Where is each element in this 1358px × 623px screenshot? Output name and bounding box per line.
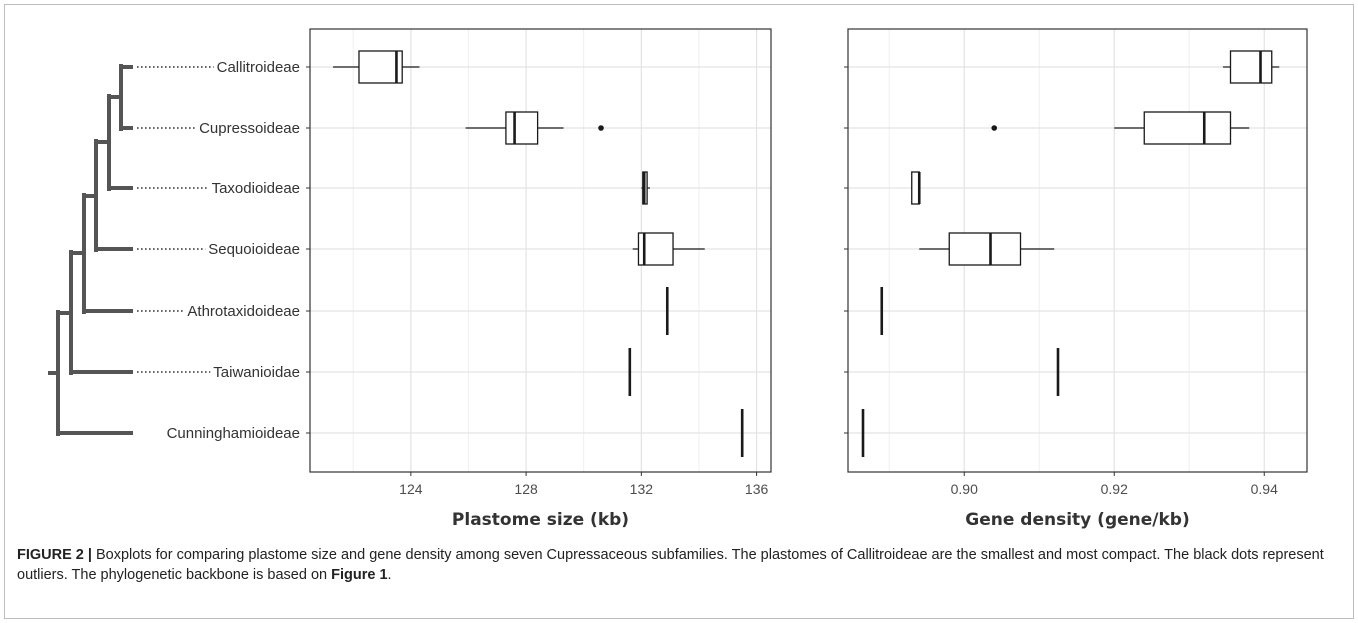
box-cupressoideae	[465, 111, 604, 145]
box-sequoioideae	[632, 232, 705, 266]
box-taxodioideae	[641, 171, 650, 205]
caption-text: Boxplots for comparing plastome size and…	[17, 547, 1324, 583]
panel-border	[309, 28, 772, 473]
box-callitroideae	[333, 50, 420, 84]
x-tick-label: 128	[514, 481, 538, 497]
box-sequoioideae	[919, 232, 1055, 266]
plastome-size-panel: 124 128 132 136 Plastome size (kb)	[306, 28, 772, 530]
outlier-dot	[991, 125, 998, 131]
phylogeny-tree	[48, 64, 133, 436]
gene-density-panel: 0.90 0.92 0.94 Gene density (gene/kb)	[844, 28, 1308, 530]
taxon-label-callitroideae: Callitroideae	[217, 59, 300, 76]
x-tick-label: 136	[745, 481, 769, 497]
taxon-label-sequoioideae: Sequoioideae	[208, 241, 300, 258]
figure-caption: FIGURE 2 | Boxplots for comparing plasto…	[17, 545, 1342, 585]
box-iqr	[1229, 50, 1273, 84]
taxon-labels: Callitroideae Cupressoideae Taxodioideae Se…	[137, 59, 300, 442]
panel-border	[847, 28, 1308, 473]
outlier-dot	[598, 125, 604, 131]
x-axis-title: Gene density (gene/kb)	[965, 510, 1189, 530]
taxon-label-cunninghamioideae: Cunninghamioideae	[167, 425, 300, 442]
x-tick-label: 132	[630, 481, 654, 497]
box-taxodioideae	[911, 171, 921, 205]
taxon-label-athrotaxidoideae: Athrotaxidoideae	[187, 303, 300, 320]
box-callitroideae	[1223, 50, 1280, 84]
x-tick-label: 0.92	[1101, 481, 1128, 497]
box-iqr	[505, 111, 539, 145]
box-iqr	[358, 50, 403, 84]
figure-graphic: Callitroideae Cupressoideae Taxodioideae Se…	[48, 28, 1308, 530]
taxon-label-cupressoideae: Cupressoideae	[199, 120, 300, 137]
box-iqr	[1143, 111, 1232, 145]
caption-figure-link[interactable]: Figure 1	[331, 567, 388, 583]
box-cupressoideae	[991, 111, 1250, 145]
taxon-label-taxodioideae: Taxodioideae	[212, 180, 300, 197]
taxon-label-taiwanioidae: Taiwanioidae	[213, 364, 300, 381]
caption-text-end: .	[387, 567, 392, 583]
box-iqr	[948, 232, 1022, 266]
x-axis-title: Plastome size (kb)	[452, 510, 629, 530]
x-tick-label: 0.94	[1251, 481, 1278, 497]
caption-label: FIGURE 2 |	[17, 547, 92, 563]
x-tick-label: 0.90	[951, 481, 978, 497]
x-tick-label: 124	[399, 481, 423, 497]
